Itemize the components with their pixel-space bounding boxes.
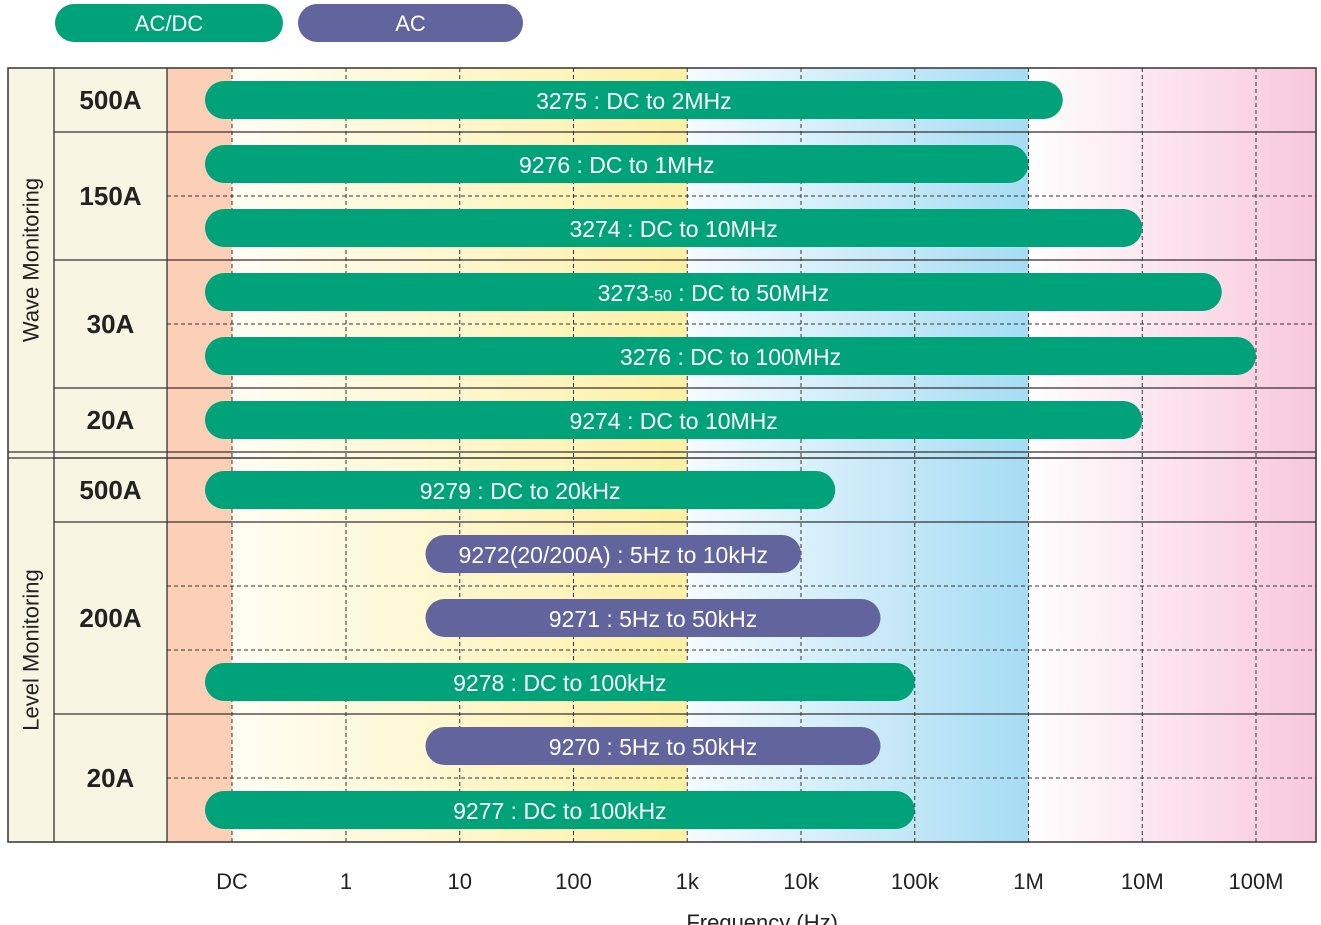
x-tick-label: 1k bbox=[676, 869, 700, 894]
group-label: Wave Monitoring bbox=[19, 178, 44, 342]
x-tick-label: 1M bbox=[1013, 869, 1044, 894]
label-column-background bbox=[8, 68, 167, 842]
range-bar bbox=[205, 663, 915, 701]
range-bar bbox=[425, 599, 881, 637]
current-range-label: 500A bbox=[79, 475, 141, 505]
current-range-label: 20A bbox=[87, 763, 135, 793]
range-bar bbox=[205, 337, 1256, 375]
range-bar bbox=[205, 81, 1063, 119]
range-bar bbox=[205, 471, 836, 509]
range-bar-label: 9276 : DC to 1MHz bbox=[519, 152, 715, 178]
current-range-label: 20A bbox=[87, 405, 135, 435]
current-range-label: 30A bbox=[87, 309, 135, 339]
legend: AC/DC AC bbox=[55, 4, 523, 42]
group-label: Level Monitoring bbox=[19, 569, 44, 730]
range-bar-label: 9277 : DC to 100kHz bbox=[453, 798, 667, 824]
x-tick-label: DC bbox=[216, 869, 248, 894]
range-bar-label: 9279 : DC to 20kHz bbox=[420, 478, 621, 504]
range-bar bbox=[205, 791, 915, 829]
range-bar-label: 9270 : 5Hz to 50kHz bbox=[549, 734, 757, 760]
current-range-label: 150A bbox=[79, 181, 141, 211]
x-tick-label: 100k bbox=[891, 869, 940, 894]
range-bar-label: 9272(20/200A) : 5Hz to 10kHz bbox=[459, 542, 768, 568]
legend-label: AC/DC bbox=[135, 11, 204, 36]
bars: 3275 : DC to 2MHz 9276 : DC to 1MHz 3274 :… bbox=[205, 81, 1256, 829]
x-tick-label: 10k bbox=[783, 869, 819, 894]
range-bar-label: 3275 : DC to 2MHz bbox=[536, 88, 732, 114]
range-bar-label: 9274 : DC to 10MHz bbox=[569, 408, 777, 434]
row-labels: Wave Monitoring Level Monitoring 500A 150A 3… bbox=[19, 85, 142, 793]
legend-swatch-ac-dc bbox=[55, 4, 283, 42]
frequency-band-background bbox=[167, 68, 1316, 842]
range-bar-label: 3274 : DC to 10MHz bbox=[569, 216, 777, 242]
range-bar bbox=[205, 145, 1029, 183]
grid bbox=[167, 68, 1316, 842]
x-axis: DC 1 10 100 1k 10k 100k 1M 10M 100M Frequency (Hz… bbox=[216, 869, 1283, 925]
legend-swatch-ac bbox=[298, 4, 523, 42]
x-tick-label: 10 bbox=[448, 869, 472, 894]
x-tick-label: 1 bbox=[340, 869, 352, 894]
range-bar-label: 9271 : 5Hz to 50kHz bbox=[549, 606, 757, 632]
range-bar bbox=[205, 401, 1143, 439]
x-tick-label: 10M bbox=[1121, 869, 1164, 894]
range-bar bbox=[205, 209, 1143, 247]
range-bar bbox=[205, 273, 1222, 311]
x-axis-label: Frequency (Hz) bbox=[686, 910, 838, 925]
plot-background bbox=[8, 68, 1316, 842]
range-bar bbox=[425, 535, 801, 573]
range-bar bbox=[425, 727, 881, 765]
legend-label: AC bbox=[395, 11, 426, 36]
range-bar-label: 9278 : DC to 100kHz bbox=[453, 670, 667, 696]
x-tick-label: 100 bbox=[555, 869, 592, 894]
current-range-label: 500A bbox=[79, 85, 141, 115]
chart-frame bbox=[7, 67, 1317, 843]
range-bar-label: 3276 : DC to 100MHz bbox=[620, 344, 841, 370]
range-bar-label: 3273-50 : DC to 50MHz bbox=[598, 280, 830, 306]
x-tick-labels: DC 1 10 100 1k 10k 100k 1M 10M 100M bbox=[216, 869, 1283, 894]
current-range-label: 200A bbox=[79, 603, 141, 633]
x-tick-label: 100M bbox=[1228, 869, 1283, 894]
row-frame bbox=[7, 67, 1317, 843]
